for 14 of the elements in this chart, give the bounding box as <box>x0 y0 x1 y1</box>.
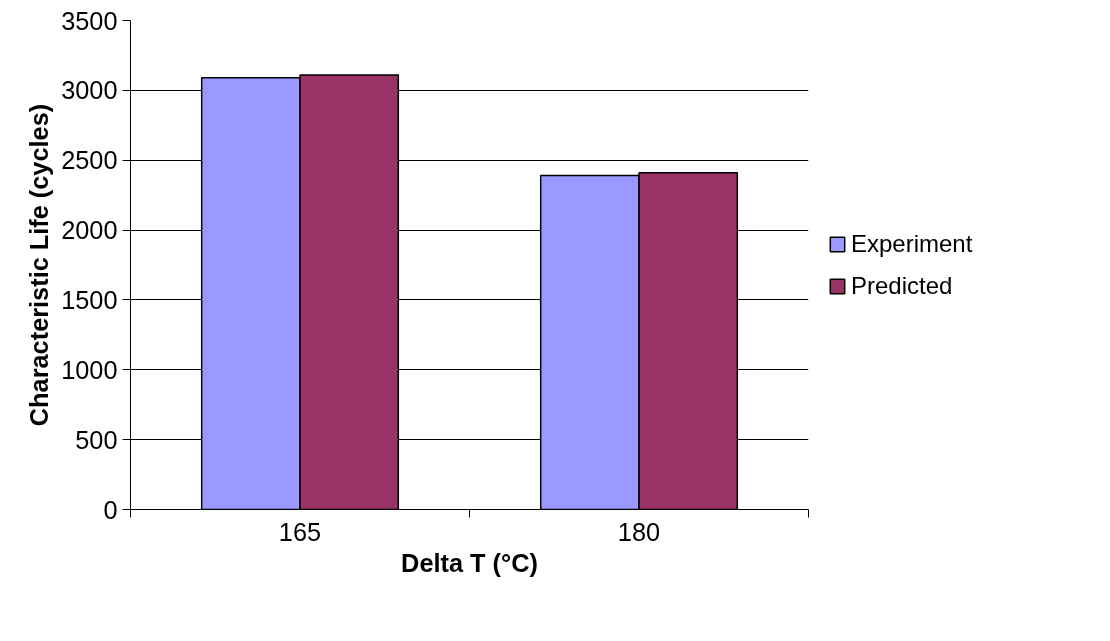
y-tick-label: 3000 <box>61 76 118 105</box>
y-tick-label: 0 <box>103 495 118 524</box>
x-tick-label: 165 <box>278 517 322 546</box>
legend-label: Predicted <box>851 271 953 300</box>
y-tick-label: 1500 <box>61 285 118 314</box>
legend-label: Experiment <box>851 229 973 258</box>
y-tick-label: 1000 <box>61 355 118 384</box>
y-tick-label: 2000 <box>61 216 118 245</box>
y-tick-label: 2500 <box>61 146 118 175</box>
x-axis-title: Delta T (°C) <box>401 548 538 577</box>
y-tick-label: 500 <box>75 425 118 454</box>
y-axis-title: Characteristic Life (cycles) <box>25 103 54 427</box>
y-tick-label: 3500 <box>61 6 118 35</box>
x-tick-label: 180 <box>617 517 661 546</box>
